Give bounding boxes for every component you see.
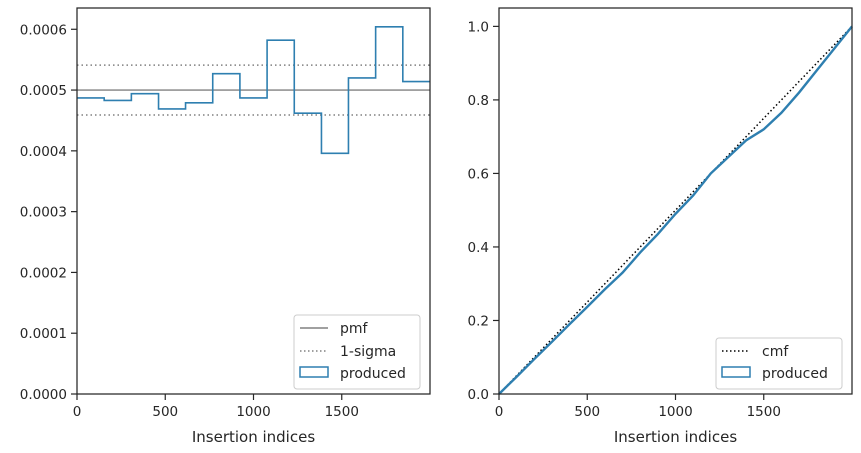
right-plot-frame xyxy=(498,7,853,395)
legend-label-produced: produced xyxy=(340,366,406,382)
left-legend-box xyxy=(293,314,421,390)
legend-label-pmf: pmf xyxy=(340,321,369,337)
y-tick-label: 0.8 xyxy=(468,93,489,109)
left-plot-area: 0.0000 0.0001 0.0002 0.0003 0.0004 0.0005 0.00… xyxy=(20,7,431,420)
legend-label-produced-cmf: produced xyxy=(762,366,828,382)
left-chart: 0.0000 0.0001 0.0002 0.0003 0.0004 0.0005 0.00… xyxy=(20,7,431,446)
y-tick-label: 0.0001 xyxy=(20,326,67,342)
y-tick-label: 0.0002 xyxy=(20,265,67,281)
x-tick-label: 1500 xyxy=(325,404,359,420)
legend-swatch-produced-cmf xyxy=(721,366,751,378)
series-line-cmf xyxy=(498,25,853,395)
y-tick-label: 0.2 xyxy=(468,313,489,329)
x-tick-label: 0 xyxy=(495,404,504,420)
y-tick-label: 0.6 xyxy=(468,166,489,182)
y-tick-label: 1.0 xyxy=(468,19,489,35)
legend-swatch-produced xyxy=(299,366,329,378)
y-tick-label: 0.0005 xyxy=(20,83,67,99)
x-tick-label: 500 xyxy=(152,404,178,420)
x-tick-label: 1500 xyxy=(747,404,781,420)
x-tick-label: 0 xyxy=(73,404,82,420)
y-tick-label: 0.0000 xyxy=(20,387,67,403)
right-chart: 0.0 0.2 0.4 0.6 0.8 1.0 0 500 1000 1500 Insertio… xyxy=(468,7,853,446)
right-x-axis-label: Insertion indices xyxy=(614,428,737,446)
x-tick-label: 1000 xyxy=(658,404,692,420)
left-plot-frame xyxy=(76,7,431,395)
y-tick-label: 0.0003 xyxy=(20,205,67,221)
x-tick-label: 500 xyxy=(574,404,600,420)
x-tick-label: 1000 xyxy=(236,404,270,420)
series-line-produced xyxy=(498,25,853,395)
legend-label-1-sigma: 1-sigma xyxy=(340,344,396,360)
y-tick-label: 0.0 xyxy=(468,387,489,403)
legend-label-cmf: cmf xyxy=(762,344,789,360)
y-tick-label: 0.0004 xyxy=(20,144,67,160)
left-legend: pmf 1-sigma produced xyxy=(293,314,421,390)
y-tick-label: 0.0006 xyxy=(20,22,67,38)
right-plot-area: 0.0 0.2 0.4 0.6 0.8 1.0 0 500 1000 1500 xyxy=(468,7,853,420)
left-x-axis-label: Insertion indices xyxy=(192,428,315,446)
y-tick-label: 0.4 xyxy=(468,240,489,256)
right-legend: cmf produced xyxy=(715,337,843,390)
series-step-produced xyxy=(77,26,430,155)
